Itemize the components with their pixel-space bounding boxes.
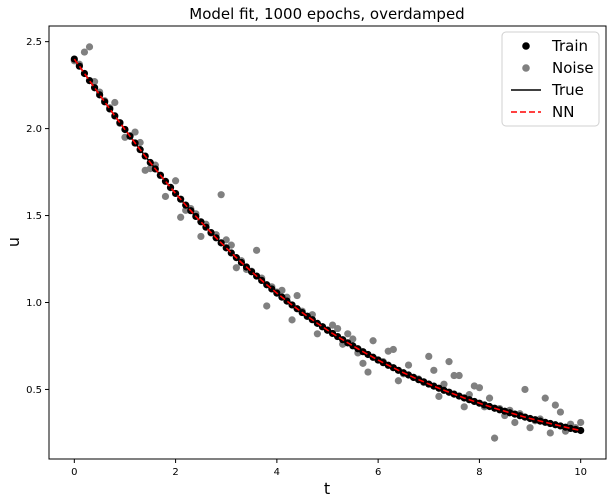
noise-point bbox=[197, 232, 205, 241]
noise-point bbox=[263, 302, 271, 310]
noise-point bbox=[344, 330, 352, 338]
noise-point bbox=[161, 192, 170, 201]
legend-noise-label: Noise bbox=[552, 59, 594, 77]
noise-point bbox=[80, 48, 89, 56]
noise-point bbox=[450, 371, 458, 380]
noise-point bbox=[556, 408, 565, 416]
legend-true-label: True bbox=[551, 81, 584, 99]
noise-point bbox=[364, 368, 372, 376]
noise-point bbox=[131, 128, 139, 136]
noise-point bbox=[389, 345, 397, 354]
y-tick-label: 0.5 bbox=[26, 385, 42, 396]
noise-point bbox=[313, 330, 321, 338]
y-tick-label: 2.0 bbox=[26, 124, 42, 135]
legend: Train Noise True NN bbox=[501, 31, 600, 127]
x-tick-label: 8 bbox=[476, 467, 482, 478]
noise-point bbox=[440, 380, 448, 388]
noise-point bbox=[404, 361, 413, 369]
noise-point bbox=[359, 359, 367, 367]
x-axis-label: t bbox=[324, 479, 330, 498]
y-axis: 0.5 1.0 1.5 2.0 2.5 bbox=[26, 37, 49, 396]
noise-point bbox=[445, 358, 453, 366]
x-axis: 0 2 4 6 8 10 bbox=[71, 459, 587, 478]
noise-point bbox=[369, 337, 377, 345]
noise-point bbox=[334, 324, 342, 333]
chart-title: Model fit, 1000 epochs, overdamped bbox=[189, 5, 464, 23]
train-point bbox=[577, 426, 585, 435]
noise-point bbox=[253, 246, 261, 254]
noise-point bbox=[171, 177, 180, 185]
noise-point bbox=[455, 371, 463, 380]
noise-point bbox=[485, 394, 494, 402]
noise-point bbox=[546, 429, 554, 437]
noise-point bbox=[577, 418, 585, 427]
noise-point bbox=[111, 98, 119, 107]
y-tick-label: 1.0 bbox=[26, 298, 42, 309]
x-tick-label: 10 bbox=[574, 467, 587, 478]
y-tick-label: 1.5 bbox=[26, 211, 42, 222]
legend-noise-marker bbox=[522, 64, 530, 72]
noise-point bbox=[293, 291, 301, 300]
legend-train-marker bbox=[522, 42, 530, 50]
x-tick-label: 6 bbox=[375, 467, 381, 478]
x-tick-label: 2 bbox=[172, 467, 178, 478]
y-tick-label: 2.5 bbox=[26, 37, 42, 48]
noise-point bbox=[491, 434, 499, 442]
legend-train-label: Train bbox=[551, 37, 588, 55]
noise-point bbox=[551, 401, 559, 409]
noise-point bbox=[349, 335, 357, 343]
noise-point bbox=[430, 366, 438, 374]
noise-point bbox=[541, 394, 549, 402]
noise-point bbox=[177, 213, 185, 221]
noise-point bbox=[232, 264, 240, 272]
y-axis-label: u bbox=[4, 237, 23, 247]
noise-point bbox=[288, 316, 296, 324]
x-tick-label: 4 bbox=[274, 467, 280, 478]
noise-point bbox=[328, 321, 337, 329]
noise-point bbox=[394, 377, 402, 385]
noise-point bbox=[511, 418, 519, 427]
legend-box bbox=[501, 31, 600, 127]
x-tick-label: 0 bbox=[71, 467, 77, 478]
noise-point bbox=[435, 392, 443, 400]
noise-point bbox=[521, 385, 529, 394]
noise-point bbox=[85, 43, 94, 51]
legend-nn-label: NN bbox=[552, 103, 574, 121]
noise-point bbox=[217, 191, 225, 199]
noise-point bbox=[475, 384, 484, 392]
noise-point bbox=[526, 424, 534, 432]
nn-line bbox=[73, 58, 581, 432]
noise-point bbox=[425, 352, 433, 361]
noise-point bbox=[460, 403, 468, 411]
